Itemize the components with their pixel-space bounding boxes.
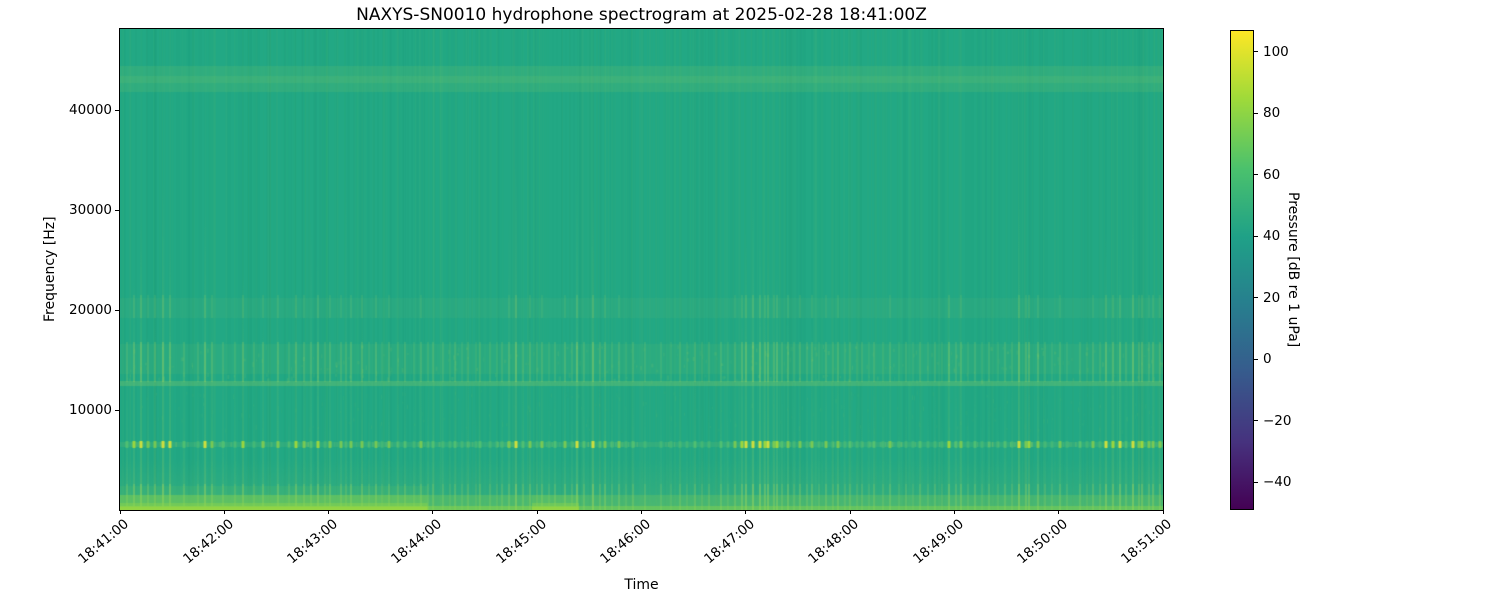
x-axis-label: Time: [624, 577, 659, 593]
colorbar-tick-label: 0: [1263, 351, 1272, 368]
chart-title: NAXYS-SN0010 hydrophone spectrogram at 2…: [356, 5, 927, 25]
colorbar-tick-mark: [1254, 112, 1258, 114]
x-tick-label: 18:48:00: [805, 516, 863, 568]
colorbar-tick-mark: [1254, 235, 1258, 237]
x-tick-label: 18:43:00: [284, 516, 341, 568]
x-tick-label: 18:46:00: [597, 516, 654, 568]
y-tick-mark: [115, 109, 119, 111]
x-tick-label: 18:42:00: [179, 516, 237, 568]
colorbar-tick-mark: [1254, 51, 1258, 53]
x-tick-mark: [432, 510, 434, 514]
colorbar-tick-mark: [1254, 297, 1258, 299]
x-tick-mark: [536, 510, 538, 514]
x-tick-mark: [1058, 510, 1060, 514]
x-tick-mark: [328, 510, 330, 514]
colorbar-tick-mark: [1254, 420, 1258, 422]
x-tick-mark: [223, 510, 225, 514]
colorbar: [1230, 30, 1254, 510]
colorbar-tick-label: −40: [1263, 474, 1292, 491]
spectrogram-heatmap: [120, 29, 1163, 510]
colorbar-label: Pressure [dB re 1 uPa]: [1285, 192, 1301, 348]
x-tick-mark: [745, 510, 747, 514]
colorbar-tick-mark: [1254, 358, 1258, 360]
colorbar-tick-label: 80: [1263, 105, 1281, 122]
y-tick-label: 20000: [69, 302, 112, 318]
y-tick-mark: [115, 209, 119, 211]
colorbar-tick-mark: [1254, 481, 1258, 483]
x-tick-mark: [849, 510, 851, 514]
colorbar-tick-mark: [1254, 174, 1258, 176]
colorbar-tick-label: −20: [1263, 412, 1292, 429]
colorbar-tick-label: 40: [1263, 228, 1281, 245]
colorbar-tick-label: 100: [1263, 43, 1289, 60]
x-tick-label: 18:44:00: [388, 516, 446, 568]
x-tick-mark: [641, 510, 642, 514]
colorbar-tick-label: 20: [1263, 289, 1281, 306]
x-tick-label: 18:49:00: [909, 516, 967, 568]
y-tick-label: 10000: [69, 402, 112, 418]
colorbar-tick-label: 60: [1263, 166, 1281, 183]
x-tick-mark: [119, 510, 121, 514]
x-tick-label: 18:41:00: [75, 516, 133, 568]
x-tick-label: 18:45:00: [492, 516, 550, 568]
y-tick-mark: [115, 409, 119, 411]
x-tick-label: 18:47:00: [701, 516, 759, 568]
y-tick-label: 30000: [69, 202, 112, 218]
y-tick-label: 40000: [69, 102, 112, 118]
y-tick-mark: [115, 309, 119, 311]
x-tick-label: 18:50:00: [1014, 516, 1071, 568]
x-tick-mark: [1162, 510, 1164, 514]
x-tick-mark: [953, 510, 955, 514]
x-tick-label: 18:51:00: [1118, 516, 1176, 568]
